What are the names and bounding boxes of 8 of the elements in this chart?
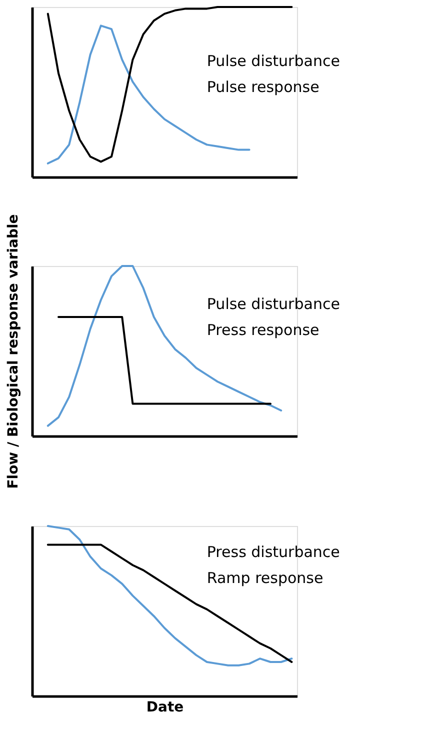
annotation: Pulse disturbance: [206, 52, 340, 70]
annotation: Pulse disturbance: [206, 295, 340, 313]
annotation: Pulse response: [206, 78, 320, 96]
annotation: Press response: [206, 321, 320, 339]
y-axis-title: Flow / Biological response variable: [6, 214, 22, 489]
annotation: Press disturbance: [206, 543, 340, 562]
annotation: Ramp response: [206, 569, 324, 588]
x-axis-title: Date: [146, 700, 184, 716]
